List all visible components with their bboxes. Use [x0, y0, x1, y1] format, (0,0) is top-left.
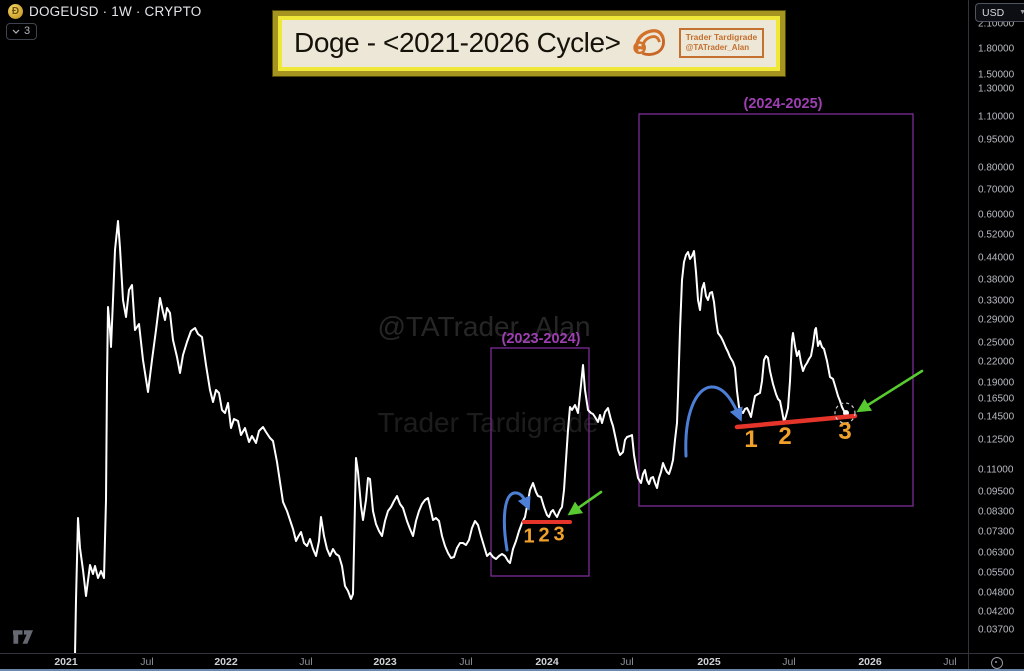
symbol-legend[interactable]: Ð DOGEUSD · 1W · CRYPTO: [8, 4, 201, 19]
time-tick-label: 2021: [54, 656, 78, 668]
price-tick-label: 2.10000: [978, 18, 1015, 30]
price-tick-label: 0.44000: [978, 252, 1015, 264]
tradingview-logo[interactable]: [12, 629, 34, 645]
wave-number-label: 1: [523, 525, 535, 548]
currency-label: USD: [982, 6, 1005, 19]
price-tick-label: 0.19000: [978, 377, 1015, 389]
chevron-down-icon: [12, 29, 20, 34]
time-tick-label: Jul: [782, 656, 796, 668]
title-banner[interactable]: Doge - <2021-2026 Cycle> Trader Tardigra…: [272, 10, 787, 77]
watermark-brand: Trader Tardigrade: [377, 407, 599, 438]
price-axis[interactable]: USD ▼ 2.10000 1.80000 1.50000 1.30000 1.1000…: [968, 0, 1024, 655]
support-trendline-drawing[interactable]: [734, 413, 858, 430]
price-tick-label: 1.50000: [978, 69, 1015, 81]
time-tick-label: Jul: [459, 656, 473, 668]
tardigrade-logo-icon: [632, 29, 665, 56]
time-tick-label: Jul: [140, 656, 154, 668]
banner-title: Doge - <2021-2026 Cycle>: [294, 27, 621, 58]
wave-number-label: 1: [744, 426, 758, 453]
curved-arrow-drawing[interactable]: [684, 385, 743, 458]
wave-number-label: 2: [538, 524, 550, 547]
object-tree-badge[interactable]: 3: [6, 23, 38, 40]
price-tick-label: 0.05500: [978, 567, 1015, 579]
curved-arrow-drawing[interactable]: [502, 491, 531, 552]
cycle-rectangle-drawing[interactable]: [490, 347, 590, 577]
price-tick-label: 0.25000: [978, 337, 1015, 349]
price-tick-label: 0.33000: [978, 295, 1015, 307]
time-tick-label: Jul: [299, 656, 313, 668]
price-tick-label: 0.70000: [978, 184, 1015, 196]
price-tick-label: 0.04200: [978, 606, 1015, 618]
symbol-title: DOGEUSD · 1W · CRYPTO: [29, 4, 202, 19]
wave-number-label: 3: [553, 523, 565, 546]
time-tick-label: Jul: [620, 656, 634, 668]
time-tick-label: 2024: [535, 656, 559, 668]
caret-down-icon: ▼: [1019, 9, 1024, 16]
price-tick-label: 0.12500: [978, 434, 1015, 446]
price-tick-label: 0.80000: [978, 162, 1015, 174]
clock-icon: [990, 656, 1003, 669]
price-tick-label: 0.09500: [978, 486, 1015, 498]
trader-badge-name: Trader Tardigrade: [685, 32, 758, 43]
price-tick-label: 0.06300: [978, 547, 1015, 559]
price-tick-label: 1.30000: [978, 83, 1015, 95]
currency-dropdown[interactable]: USD ▼: [975, 3, 1024, 22]
price-tick-label: 0.60000: [978, 209, 1015, 221]
cycle-range-label: (2024-2025): [743, 96, 823, 112]
time-tick-label: 2022: [214, 656, 238, 668]
price-tick-label: 0.08300: [978, 506, 1015, 518]
time-tick-label: Jul: [943, 656, 957, 668]
time-axis[interactable]: [0, 653, 1024, 671]
wave-number-label: 2: [778, 423, 792, 450]
axis-corner[interactable]: [968, 653, 1024, 671]
price-tick-label: 0.04800: [978, 587, 1015, 599]
price-tick-label: 0.16500: [978, 393, 1015, 405]
cycle-range-label: (2023-2024): [501, 331, 581, 347]
indicator-count: 3: [24, 25, 31, 37]
green-arrow-drawing[interactable]: [567, 490, 603, 516]
banner-frame: Doge - <2021-2026 Cycle> Trader Tardigra…: [278, 16, 781, 71]
trader-badge: Trader Tardigrade @TATrader_Alan: [678, 28, 765, 58]
time-tick-label: 2023: [373, 656, 397, 668]
highlight-circle-drawing[interactable]: [834, 402, 856, 424]
price-tick-label: 1.80000: [978, 43, 1015, 55]
time-tick-label: 2026: [858, 656, 882, 668]
dogecoin-icon: Ð: [8, 4, 23, 19]
price-tick-label: 0.11000: [978, 464, 1014, 476]
price-tick-label: 0.29000: [978, 314, 1015, 326]
price-tick-label: 0.52000: [978, 229, 1015, 241]
green-arrow-drawing[interactable]: [856, 369, 924, 413]
watermark-handle: @TATrader_Alan: [377, 311, 591, 342]
window-edge-strip: [0, 669, 1024, 671]
wave-number-label: 3: [838, 418, 852, 445]
price-tick-label: 0.38000: [978, 274, 1015, 286]
price-line-series: [74, 220, 847, 656]
price-tick-label: 0.95000: [978, 134, 1015, 146]
price-tick-label: 0.22000: [978, 356, 1015, 368]
time-tick-label: 2025: [697, 656, 721, 668]
cycle-rectangle-drawing[interactable]: [638, 113, 914, 507]
price-tick-label: 0.14500: [978, 411, 1015, 423]
price-tick-label: 0.03700: [978, 624, 1015, 636]
price-tick-label: 1.10000: [978, 111, 1015, 123]
trader-badge-handle: @TATrader_Alan: [685, 43, 750, 53]
price-tick-label: 0.07300: [978, 526, 1015, 538]
